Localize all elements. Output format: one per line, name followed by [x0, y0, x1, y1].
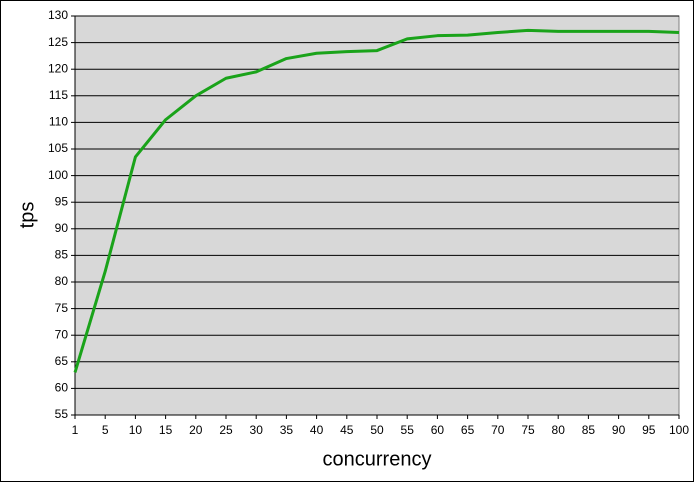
data-line: [73, 28, 680, 373]
y-tick-label: 85: [55, 248, 69, 262]
x-tick-label: 25: [219, 423, 233, 437]
y-tick-label: 105: [48, 141, 68, 155]
x-tick-label: 45: [340, 423, 354, 437]
x-tick-label: 100: [669, 423, 689, 437]
y-tick-label: 80: [55, 274, 69, 288]
y-tick-label: 95: [55, 194, 69, 208]
y-tick-label: 65: [55, 354, 69, 368]
y-tick-label: 55: [55, 407, 69, 421]
x-tick-label: 85: [582, 423, 596, 437]
x-tick-label: 60: [431, 423, 445, 437]
x-tick-label: 70: [491, 423, 505, 437]
y-tick-label: 110: [49, 115, 68, 129]
x-tick-label: 10: [129, 423, 143, 437]
x-tick-label: 30: [250, 423, 264, 437]
x-tick-label: 75: [521, 423, 535, 437]
x-tick-label: 35: [280, 423, 294, 437]
x-tick-label: 95: [642, 423, 656, 437]
x-tick-label: 15: [159, 423, 173, 437]
x-tick-label: 40: [310, 423, 324, 437]
y-tick-label: 90: [55, 221, 69, 235]
x-tick-label: 1: [72, 423, 79, 437]
y-tick-label: 120: [48, 61, 68, 75]
x-axis-title: concurrency: [323, 448, 432, 470]
x-tick-label: 65: [461, 423, 475, 437]
plot-area: [74, 15, 680, 416]
x-tick-label: 90: [612, 423, 626, 437]
y-tick-label: 60: [55, 381, 69, 395]
x-tick-label: 5: [102, 423, 109, 437]
x-tick-label: 20: [189, 423, 203, 437]
x-tick-label: 55: [401, 423, 415, 437]
y-tick-label: 130: [48, 8, 68, 22]
y-axis-title: tps: [16, 202, 38, 229]
y-tick-label: 70: [55, 327, 69, 341]
y-tick-label: 100: [48, 168, 68, 182]
y-tick-label: 125: [48, 35, 68, 49]
y-tick-label: 115: [49, 88, 68, 102]
x-tick-label: 80: [552, 423, 566, 437]
y-tick-label: 75: [55, 301, 69, 315]
x-tick-label: 50: [370, 423, 384, 437]
